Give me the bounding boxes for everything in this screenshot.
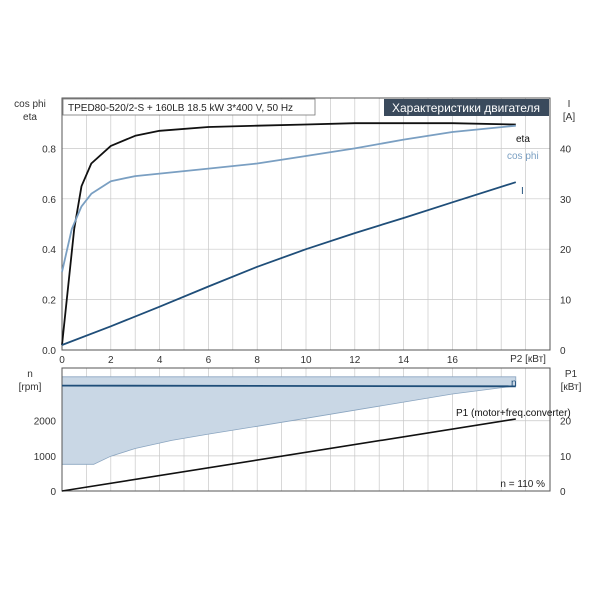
bottom-right-axis-label-2: [кВт]	[561, 382, 582, 393]
bottom-chart-curves	[61, 384, 516, 492]
y-left-tick-label: 0.0	[42, 346, 56, 357]
x-tick-label: 14	[398, 355, 410, 366]
x-tick-label: 0	[59, 355, 65, 366]
x-tick-label: 6	[206, 355, 212, 366]
top-right-axis-label-2: [A]	[563, 112, 575, 123]
pump-info-box	[62, 98, 316, 116]
x-tick-label: 16	[447, 355, 459, 366]
y-right-tick-label: 0	[560, 346, 566, 357]
top-left-axis-label-2: eta	[23, 112, 37, 123]
top-chart-grid	[62, 98, 550, 350]
cos-phi-curve-label: cos phi	[507, 151, 539, 162]
pump-info-text: TPED80-520/2-S + 160LB 18.5 kW 3*400 V, …	[68, 103, 293, 114]
bottom-chart-ticks: 0 1000 2000 0 10 20	[34, 417, 572, 498]
x-tick-label: 8	[254, 355, 260, 366]
top-right-axis-label-1: I	[568, 99, 571, 110]
y-left-tick-label: 1000	[34, 452, 57, 463]
x-tick-label: 12	[349, 355, 361, 366]
top-x-axis-label: P2 [кВт]	[510, 354, 546, 365]
eta-curve-label: eta	[516, 134, 530, 145]
y-left-tick-label: 0.8	[42, 144, 56, 155]
top-chart-curves	[61, 122, 517, 346]
top-chart-frame	[61, 97, 551, 351]
top-left-axis-label-1: cos phi	[14, 99, 46, 110]
x-tick-label: 2	[108, 355, 114, 366]
power-curve-label: P1 (motor+freq.converter)	[456, 408, 571, 419]
bottom-chart-frame	[61, 367, 551, 492]
power-input-curve	[61, 418, 516, 492]
y-right-tick-label: 20	[560, 417, 572, 428]
speed-percent-note: n = 110 %	[500, 479, 545, 490]
y-left-tick-label: 0.2	[42, 296, 56, 307]
bottom-left-axis-label-1: n	[27, 369, 33, 380]
y-left-tick-label: 0	[50, 487, 56, 498]
current-curve	[61, 181, 517, 346]
y-right-tick-label: 10	[560, 452, 572, 463]
eta-curve	[61, 122, 516, 346]
y-right-tick-label: 10	[560, 296, 572, 307]
y-right-tick-label: 0	[560, 487, 566, 498]
top-chart-ticks: 0 2 4 6 8 10 12 14 16 0.0 0.2 0.4 0.6 0.8 0 10 20 30 40	[42, 144, 571, 366]
speed-curve-label: n	[511, 378, 517, 389]
y-right-tick-label: 30	[560, 195, 572, 206]
y-right-tick-label: 40	[560, 144, 572, 155]
cos-phi-curve	[61, 124, 516, 273]
section-title-badge	[384, 99, 549, 116]
bottom-left-axis-label-2: [rpm]	[19, 382, 42, 393]
bottom-right-axis-label-1: P1	[565, 369, 578, 380]
x-tick-label: 10	[300, 355, 312, 366]
y-left-tick-label: 2000	[34, 417, 57, 428]
x-tick-label: 4	[157, 355, 163, 366]
y-left-tick-label: 0.4	[42, 245, 56, 256]
y-left-tick-label: 0.6	[42, 195, 56, 206]
speed-curve	[61, 384, 516, 388]
section-title: Характеристики двигателя	[392, 101, 540, 115]
current-curve-label: I	[521, 186, 524, 197]
y-right-tick-label: 20	[560, 245, 572, 256]
